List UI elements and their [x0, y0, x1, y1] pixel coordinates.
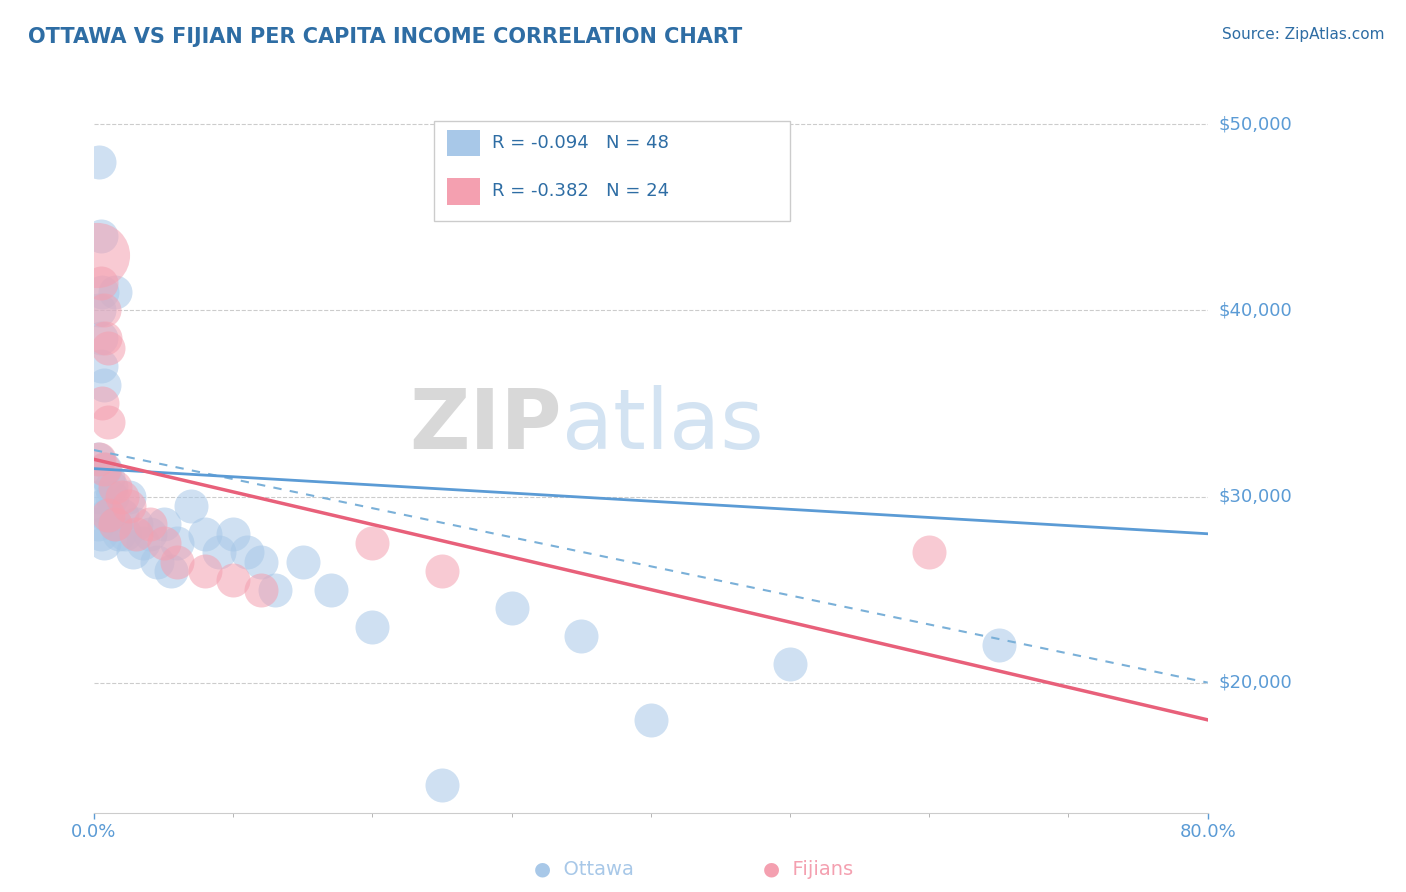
Point: [640, 713, 662, 727]
Point: [89, 303, 111, 318]
Text: $30,000: $30,000: [1219, 488, 1292, 506]
Point: [291, 555, 314, 569]
Point: [104, 285, 127, 299]
Point: [361, 536, 384, 550]
Point: [90, 276, 112, 290]
Point: [104, 517, 127, 532]
Point: [779, 657, 801, 671]
Point: [104, 480, 127, 494]
Point: [131, 536, 153, 550]
Point: [118, 490, 141, 504]
Point: [94, 331, 117, 345]
Point: [250, 555, 273, 569]
Point: [86, 247, 108, 261]
Point: [101, 490, 124, 504]
FancyBboxPatch shape: [447, 178, 481, 205]
Text: $40,000: $40,000: [1219, 301, 1292, 319]
Point: [93, 303, 115, 318]
Point: [108, 526, 131, 541]
Point: [97, 508, 120, 523]
Point: [97, 415, 120, 429]
Point: [125, 517, 148, 532]
Text: R = -0.094   N = 48: R = -0.094 N = 48: [492, 134, 668, 152]
Point: [987, 639, 1010, 653]
Text: atlas: atlas: [562, 385, 763, 467]
Point: [194, 564, 217, 578]
Point: [114, 526, 136, 541]
Point: [90, 526, 112, 541]
Point: [89, 154, 111, 169]
Point: [236, 545, 259, 559]
Point: [93, 461, 115, 475]
Point: [180, 499, 202, 513]
Point: [430, 778, 453, 792]
Text: ●  Fijians: ● Fijians: [763, 860, 853, 879]
Point: [97, 341, 120, 355]
Point: [430, 564, 453, 578]
Point: [89, 490, 111, 504]
Text: ZIP: ZIP: [409, 385, 562, 467]
Point: [208, 545, 231, 559]
Point: [166, 555, 188, 569]
Point: [87, 517, 110, 532]
Point: [100, 480, 122, 494]
Point: [90, 359, 112, 374]
Point: [87, 452, 110, 467]
Point: [152, 536, 174, 550]
Text: ●  Ottawa: ● Ottawa: [533, 860, 634, 879]
Point: [222, 526, 245, 541]
Text: $20,000: $20,000: [1219, 673, 1292, 691]
Point: [91, 396, 114, 410]
Point: [111, 490, 134, 504]
Point: [138, 517, 160, 532]
Point: [93, 377, 115, 392]
FancyBboxPatch shape: [447, 129, 481, 156]
Point: [264, 582, 287, 597]
Point: [194, 526, 217, 541]
Point: [569, 629, 592, 643]
Point: [319, 582, 342, 597]
Point: [91, 285, 114, 299]
Point: [125, 526, 148, 541]
Point: [501, 601, 523, 615]
Text: OTTAWA VS FIJIAN PER CAPITA INCOME CORRELATION CHART: OTTAWA VS FIJIAN PER CAPITA INCOME CORRE…: [28, 27, 742, 46]
Text: Source: ZipAtlas.com: Source: ZipAtlas.com: [1222, 27, 1385, 42]
Point: [97, 471, 120, 485]
Point: [96, 508, 118, 523]
Point: [138, 526, 160, 541]
Point: [111, 508, 134, 523]
Point: [90, 229, 112, 244]
Point: [159, 564, 181, 578]
Text: R = -0.382   N = 24: R = -0.382 N = 24: [492, 182, 669, 201]
Point: [94, 461, 117, 475]
Point: [166, 536, 188, 550]
Point: [104, 517, 127, 532]
Point: [918, 545, 941, 559]
Point: [90, 331, 112, 345]
FancyBboxPatch shape: [433, 120, 790, 221]
Point: [145, 555, 167, 569]
Point: [152, 517, 174, 532]
Point: [250, 582, 273, 597]
Point: [361, 620, 384, 634]
Point: [118, 499, 141, 513]
Point: [222, 574, 245, 588]
Text: $50,000: $50,000: [1219, 115, 1292, 133]
Point: [89, 452, 111, 467]
Point: [91, 499, 114, 513]
Point: [93, 536, 115, 550]
Point: [122, 545, 145, 559]
